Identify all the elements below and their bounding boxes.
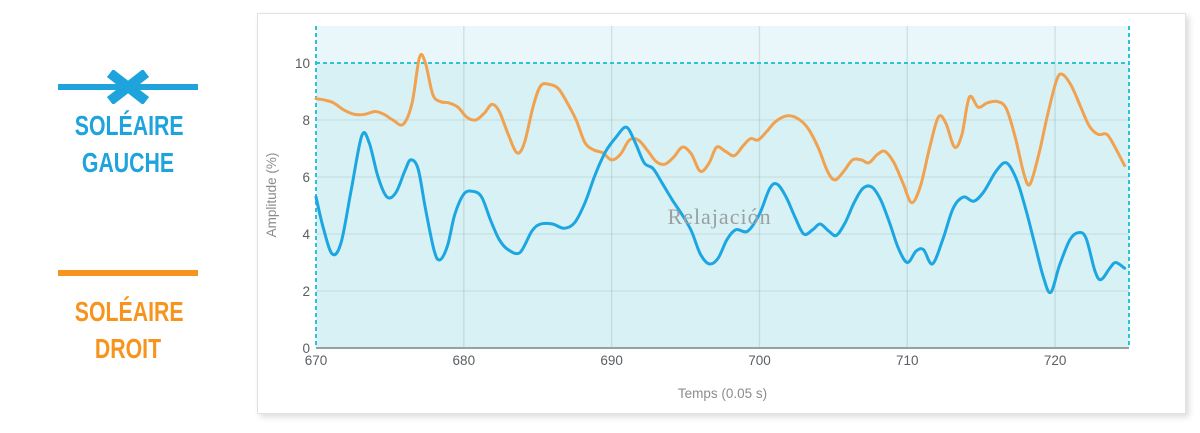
x-tick-label: 690 <box>600 353 623 368</box>
x-tick-label: 700 <box>748 353 771 368</box>
y-tick-label: 6 <box>302 170 310 185</box>
legend-label-line1: SOLÉAIRE <box>74 110 184 141</box>
x-tick-label: 710 <box>896 353 919 368</box>
x-tick-label: 680 <box>453 353 476 368</box>
x-tick-label: 720 <box>1044 353 1067 368</box>
y-tick-label: 4 <box>302 227 310 242</box>
x-tick-label: 670 <box>305 353 328 368</box>
y-tick-label: 10 <box>295 56 310 71</box>
series-line-sol-aire-droit <box>314 53 1127 205</box>
legend-label-line1: SOLÉAIRE <box>74 296 184 327</box>
relaxation-region-label: Relajación <box>668 204 772 229</box>
y-axis-title: Amplitude (%) <box>264 153 279 238</box>
series-line-sol-aire-gauche <box>314 125 1127 295</box>
blue-line-x-marker-icon <box>58 70 198 104</box>
legend-label-line2: DROIT <box>94 333 162 364</box>
relaxation-region-above-threshold <box>316 26 1129 64</box>
y-tick-label: 0 <box>302 341 310 356</box>
emg-amplitude-chart[interactable]: Relajación 0 2 4 6 8 10 670 680 690 700 710 720 Temps… <box>258 14 1185 413</box>
orange-line-icon <box>58 270 198 276</box>
x-axis-title: Temps (0.05 s) <box>678 386 767 401</box>
legend-item-soleaire-droit[interactable]: SOLÉAIRE DROIT <box>58 256 198 367</box>
relaxation-region-fill <box>316 63 1129 348</box>
legend-item-soleaire-gauche[interactable]: SOLÉAIRE GAUCHE <box>58 70 198 181</box>
y-tick-label: 2 <box>302 284 310 299</box>
y-tick-label: 8 <box>302 113 310 128</box>
emg-chart-card: Relajación 0 2 4 6 8 10 670 680 690 700 710 720 Temps… <box>257 13 1186 414</box>
legend-label-line2: GAUCHE <box>81 147 175 178</box>
